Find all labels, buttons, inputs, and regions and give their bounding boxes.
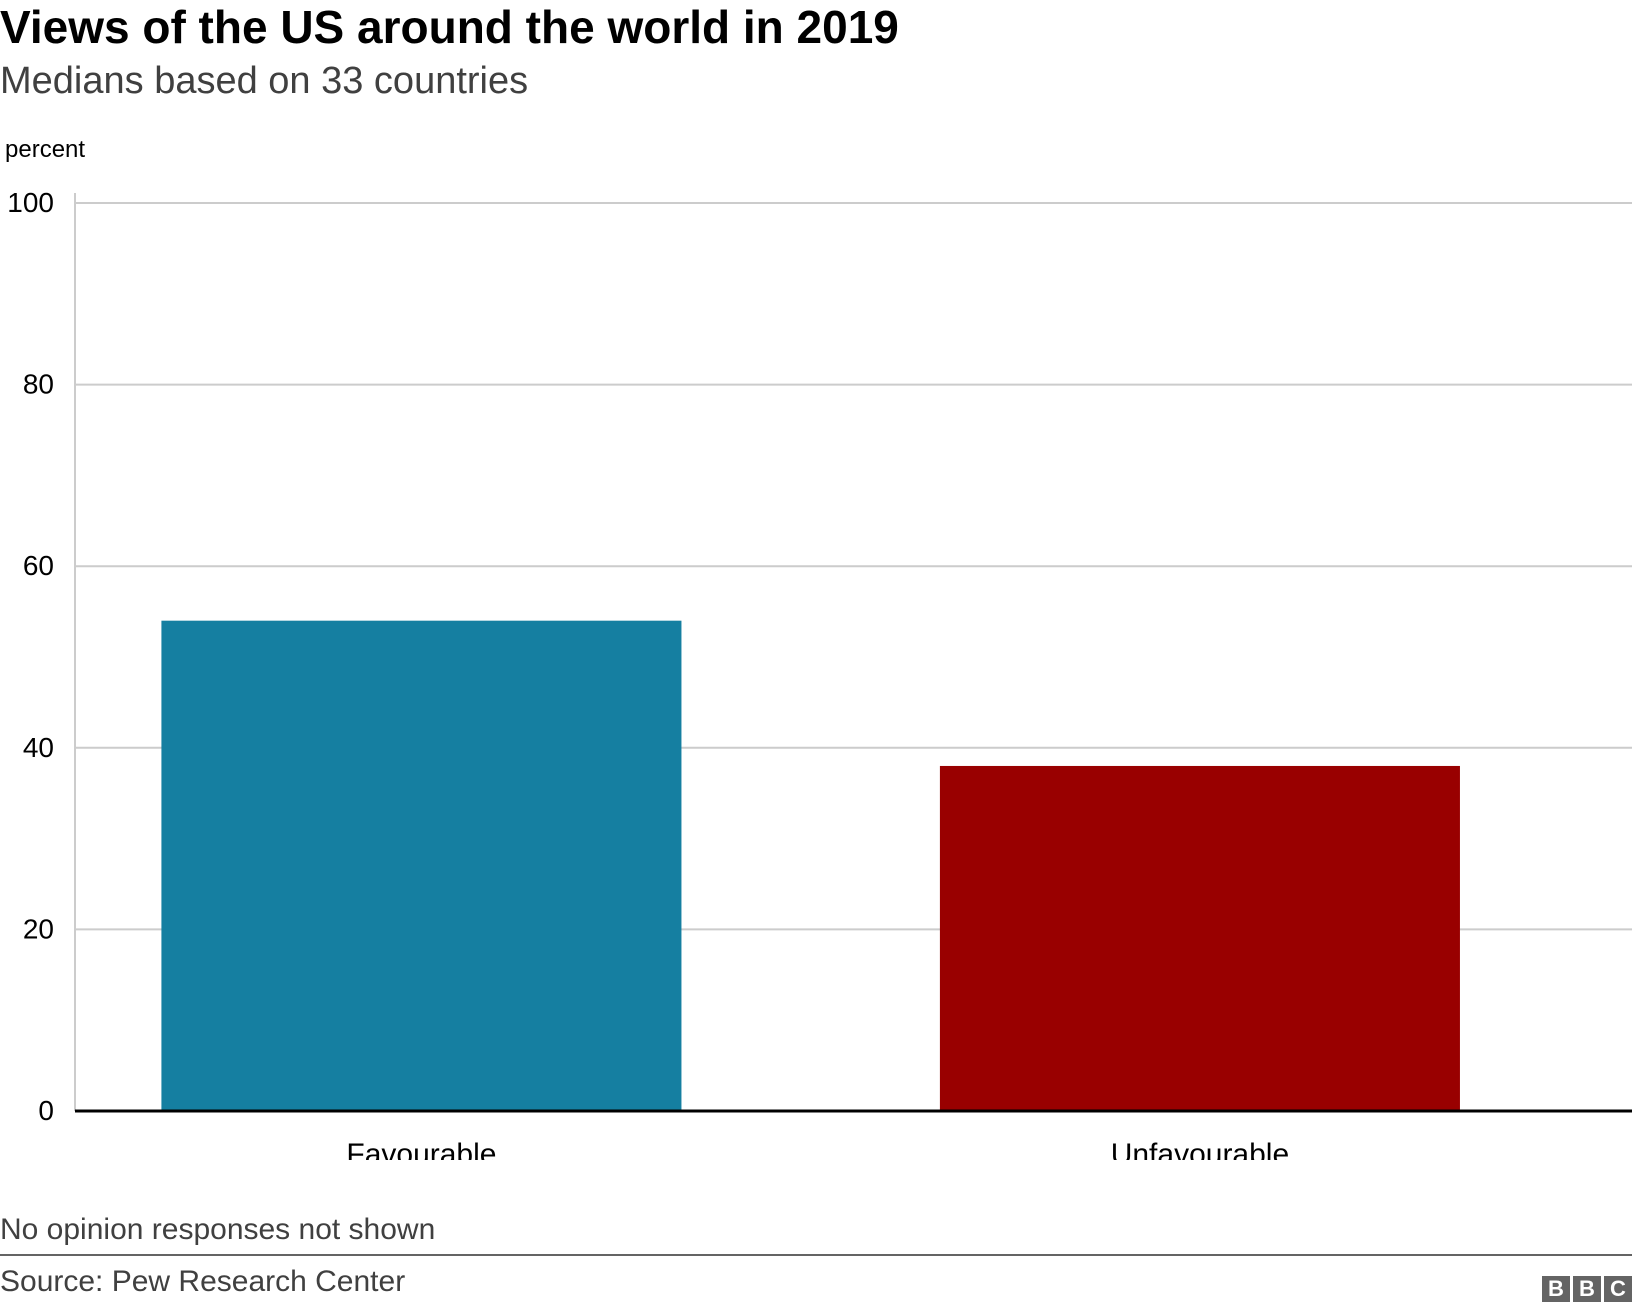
bbc-logo-letter: C	[1604, 1276, 1632, 1302]
x-tick-label: Unfavourable	[1111, 1138, 1289, 1160]
bar-chart: 0 20 40 60 80 100 Favourable Unfavourable	[7, 187, 1632, 1160]
bar-unfavourable	[939, 765, 1460, 1111]
axes	[74, 193, 1632, 1113]
y-tick-label: 0	[38, 1095, 54, 1126]
y-axis-label: percent	[5, 136, 86, 163]
bbc-logo-letter: B	[1573, 1276, 1601, 1302]
y-tick-label: 80	[23, 369, 54, 400]
x-tick-label: Favourable	[346, 1138, 496, 1160]
y-tick-label: 100	[7, 187, 54, 218]
y-tick-label: 40	[23, 732, 54, 763]
bbc-logo: B B C	[1542, 1276, 1632, 1302]
tick-labels: 0 20 40 60 80 100 Favourable Unfavourable	[7, 187, 1289, 1160]
chart-subtitle: Medians based on 33 countries	[0, 60, 529, 102]
footer-divider	[0, 1254, 1632, 1256]
bbc-logo-letter: B	[1542, 1276, 1570, 1302]
bars	[161, 620, 1460, 1111]
footnote: No opinion responses not shown	[0, 1213, 436, 1246]
y-tick-label: 60	[23, 550, 54, 581]
bar-favourable	[161, 620, 682, 1111]
chart-title: Views of the US around the world in 2019	[0, 1, 899, 53]
y-tick-label: 20	[23, 913, 54, 944]
source-text: Source: Pew Research Center	[0, 1265, 406, 1298]
